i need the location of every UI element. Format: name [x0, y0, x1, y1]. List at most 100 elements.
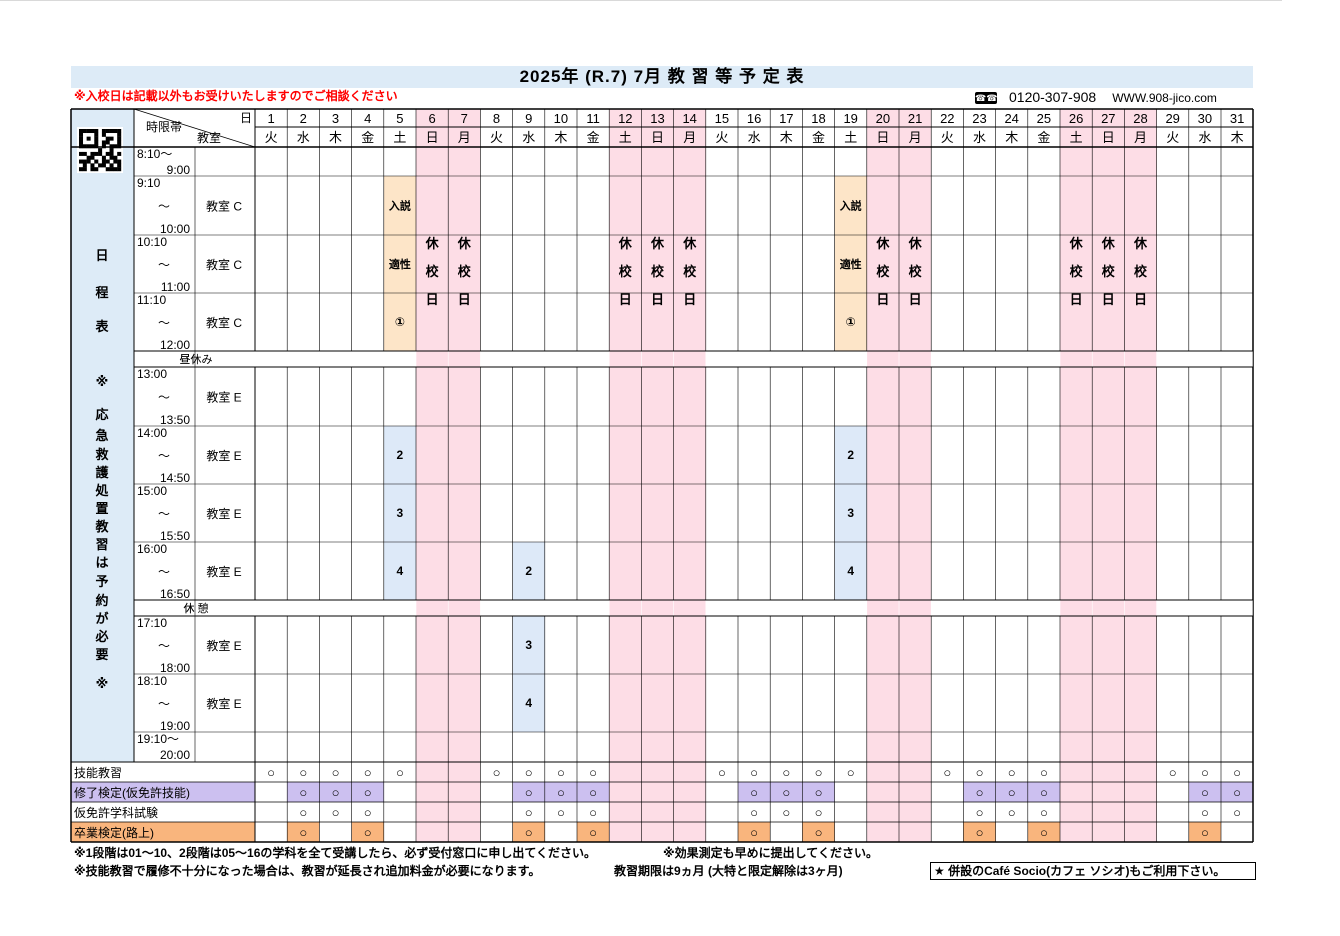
- closed-day-column: [448, 109, 481, 842]
- period-end: 14:50: [160, 471, 190, 485]
- side-label-char: 処: [94, 483, 109, 498]
- closed-day-text: 休: [908, 236, 923, 251]
- closed-break-cell: [673, 351, 706, 367]
- closed-day-column: [1124, 109, 1157, 842]
- bottom-row-cell: [770, 782, 803, 802]
- date-number: 25: [1037, 111, 1051, 126]
- availability-mark: ○: [299, 765, 307, 780]
- footer-note-2: ※効果測定も早めに提出してください。: [663, 846, 878, 860]
- availability-mark: ○: [1169, 765, 1177, 780]
- bottom-row-cell: [544, 782, 577, 802]
- date-number: 11: [586, 111, 600, 126]
- session-cell: [383, 293, 416, 351]
- side-label-char: 応: [95, 407, 108, 422]
- date-number: 24: [1004, 111, 1018, 126]
- bottom-row-cell: [1221, 782, 1254, 802]
- bottom-row-cell: [351, 822, 384, 842]
- break-label: 休 憩: [183, 601, 208, 615]
- date-number: 30: [1198, 111, 1212, 126]
- bottom-row-cell: [1188, 822, 1221, 842]
- top-divider: [0, 0, 1282, 1]
- closed-day-text: 日: [619, 292, 632, 307]
- date-number: 7: [461, 111, 468, 126]
- availability-mark: ○: [557, 785, 565, 800]
- availability-mark: ○: [943, 765, 951, 780]
- session-label: 3: [397, 506, 404, 520]
- session-label: 3: [847, 506, 854, 520]
- session-cell: [512, 542, 545, 600]
- availability-mark: ○: [1233, 805, 1241, 820]
- weekday-label: 火: [1166, 130, 1179, 145]
- availability-mark: ○: [750, 825, 758, 840]
- bottom-row-cell: [963, 782, 996, 802]
- availability-mark: ○: [750, 805, 758, 820]
- closed-break-cell: [673, 600, 706, 616]
- room-label: 教室 C: [206, 199, 242, 214]
- closed-day-text: 日: [1134, 292, 1147, 307]
- session-cell: [834, 293, 867, 351]
- availability-mark: ○: [750, 765, 758, 780]
- closed-day-text: 校: [426, 264, 440, 279]
- availability-mark: ○: [299, 825, 307, 840]
- closed-day-text: 日: [1102, 292, 1115, 307]
- closed-break-cell: [448, 351, 481, 367]
- availability-mark: ○: [525, 785, 533, 800]
- side-label-char: 教: [94, 519, 109, 534]
- closed-day-column: [416, 109, 449, 842]
- period-start: 19:10～: [137, 732, 179, 746]
- side-label-char: は: [95, 555, 108, 570]
- availability-mark: ○: [1040, 825, 1048, 840]
- availability-mark: ○: [1040, 805, 1048, 820]
- period-tilde: ～: [158, 391, 170, 405]
- bottom-row-cell: [738, 822, 771, 842]
- session-label: 4: [525, 696, 532, 710]
- admission-notice: ※入校日は記載以外もお受けいたしますのでご相談ください: [74, 89, 398, 103]
- period-end: 9:00: [167, 163, 191, 177]
- date-number: 20: [876, 111, 890, 126]
- bottom-row-label: 仮免許学科試験: [74, 805, 158, 820]
- website-link[interactable]: WWW.908-jico.com: [1112, 91, 1217, 105]
- date-number: 10: [554, 111, 568, 126]
- closed-day-column: [1092, 109, 1125, 842]
- bottom-row-cell: [287, 822, 320, 842]
- date-number: 4: [364, 111, 371, 126]
- period-start: 9:10: [137, 176, 161, 190]
- closed-day-text: 休: [1069, 236, 1084, 251]
- availability-mark: ○: [364, 765, 372, 780]
- period-tilde: ～: [158, 507, 170, 521]
- availability-mark: ○: [1201, 825, 1209, 840]
- side-label-char: 要: [95, 647, 108, 662]
- closed-break-cell: [899, 351, 931, 367]
- date-number: 17: [779, 111, 793, 126]
- side-label-char: ※: [96, 676, 109, 691]
- availability-mark: ○: [815, 765, 823, 780]
- qr-code-icon: [77, 127, 123, 173]
- session-label: 2: [397, 448, 404, 462]
- corner-day-label: 日: [240, 111, 252, 125]
- closed-day-text: 日: [651, 292, 664, 307]
- availability-mark: ○: [557, 765, 565, 780]
- closed-day-column: [899, 109, 932, 842]
- weekday-label: 木: [780, 130, 793, 145]
- availability-mark: ○: [589, 805, 597, 820]
- date-number: 18: [811, 111, 825, 126]
- availability-mark: ○: [750, 785, 758, 800]
- period-end: 10:00: [160, 222, 190, 236]
- weekday-label: 火: [715, 130, 728, 145]
- availability-mark: ○: [1008, 805, 1016, 820]
- weekday-label: 月: [909, 130, 922, 145]
- closed-day-column: [1060, 109, 1093, 842]
- availability-mark: ○: [525, 765, 533, 780]
- free-dial-icon: ☎☎: [975, 92, 998, 105]
- availability-mark: ○: [299, 805, 307, 820]
- closed-day-text: 休: [457, 236, 472, 251]
- footer-note-3: ※技能教習で履修不十分になった場合は、教習が延長され追加料金が必要になります。: [74, 864, 541, 878]
- bottom-row-cell: [802, 822, 835, 842]
- availability-mark: ○: [557, 805, 565, 820]
- availability-mark: ○: [332, 805, 340, 820]
- date-number: 6: [428, 111, 435, 126]
- period-end: 19:00: [160, 719, 190, 733]
- phone-number[interactable]: 0120-307-908: [1009, 89, 1097, 105]
- period-tilde: ～: [158, 449, 170, 463]
- break-label: 昼休み: [180, 353, 213, 366]
